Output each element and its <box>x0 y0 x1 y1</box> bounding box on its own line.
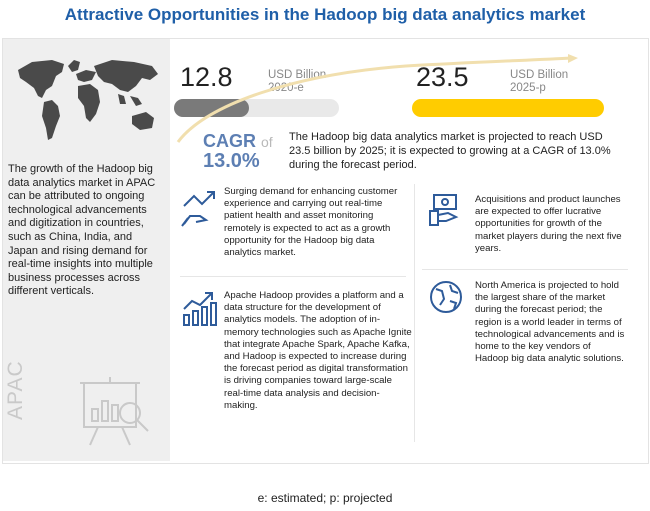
column-divider <box>414 184 415 442</box>
cagr-description: The Hadoop big data analytics market is … <box>289 131 611 171</box>
globe-icon <box>430 281 462 313</box>
growth-chart-icon <box>183 292 217 326</box>
point-apache-hadoop: Apache Hadoop provides a platform and a … <box>224 290 412 411</box>
market-value-2020: 12.8 <box>180 62 233 92</box>
content-frame <box>2 38 649 464</box>
point-acquisitions: Acquisitions and product launches are ex… <box>475 194 622 254</box>
cagr-of: of <box>261 134 273 150</box>
cagr-value: 13.0% <box>203 150 260 172</box>
cagr-label: CAGR of <box>203 131 273 152</box>
hand-arrow-icon <box>181 191 215 227</box>
year-label: 2025-p <box>510 82 546 94</box>
apac-growth-description: The growth of the Hadoop big data analyt… <box>8 163 156 298</box>
market-value-2025: 23.5 <box>416 62 469 92</box>
row-divider-left <box>180 276 406 277</box>
market-bar-2025 <box>412 99 604 117</box>
row-divider-right <box>422 269 628 270</box>
market-unit-2025: USD Billion 2025-p <box>510 69 568 95</box>
point-customer-experience: Surging demand for enhancing customer ex… <box>224 186 398 259</box>
world-map-icon <box>18 60 158 140</box>
region-label: APAC <box>4 360 27 420</box>
unit-label: USD Billion <box>510 69 569 81</box>
year-label: 2020-e <box>268 82 304 94</box>
money-hand-icon <box>429 194 459 226</box>
footer-note: e: estimated; p: projected <box>257 491 393 505</box>
point-north-america: North America is projected to hold the l… <box>475 280 625 365</box>
presentation-chart-icon <box>80 377 149 446</box>
growth-arrow-icon <box>176 54 578 143</box>
cagr-word: CAGR <box>203 131 256 151</box>
page-title: Attractive Opportunities in the Hadoop b… <box>64 5 586 24</box>
